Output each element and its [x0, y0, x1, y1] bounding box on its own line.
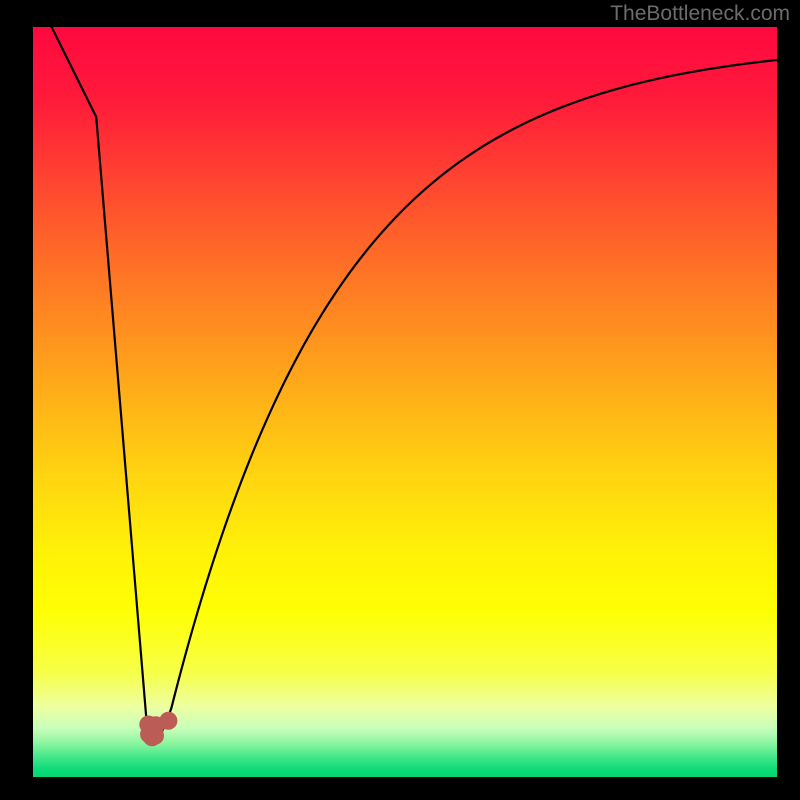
curve-overlay [33, 27, 777, 777]
valley-marker [159, 712, 177, 730]
plot-area [33, 27, 777, 777]
watermark-text: TheBottleneck.com [610, 2, 790, 26]
